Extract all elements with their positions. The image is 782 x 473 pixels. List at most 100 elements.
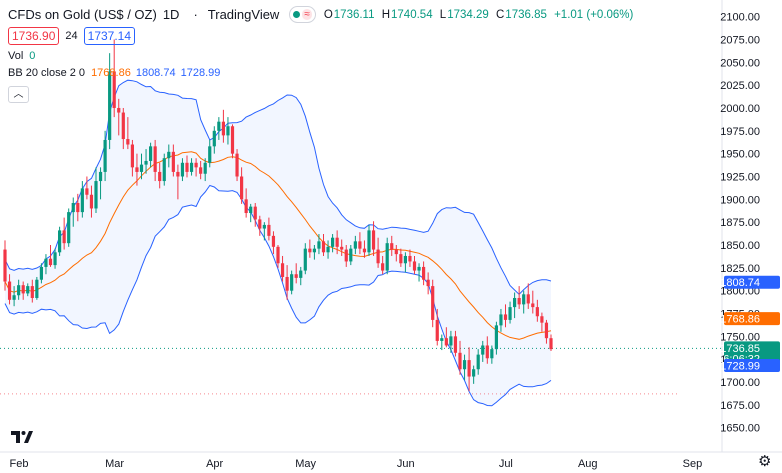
candle	[199, 160, 203, 180]
candle	[317, 234, 321, 255]
candle	[517, 286, 521, 309]
candle-body	[21, 285, 25, 294]
candle-body	[176, 171, 180, 177]
candle	[130, 139, 134, 177]
candle-body	[94, 181, 98, 209]
candle	[39, 263, 43, 284]
current-price-tag-bg	[724, 341, 780, 365]
candle-body	[89, 194, 94, 209]
price-tick-label: 1825.00	[720, 263, 760, 275]
bb-basis-tag-bg	[724, 312, 780, 326]
candle-body	[108, 71, 112, 140]
ohlc-values: O1736.11 H1740.54 L1734.29 C1736.85 +1.0…	[323, 8, 634, 21]
candle	[390, 235, 394, 256]
candle	[35, 276, 39, 300]
candle	[221, 109, 225, 143]
symbol-title[interactable]: CFDs on Gold (US$ / OZ)	[8, 7, 157, 22]
bb-lower-tag-bg	[724, 359, 780, 373]
candle	[76, 193, 80, 222]
ask-button[interactable]: 1737.14	[83, 27, 136, 45]
bb-label: BB 20 close 2 0	[8, 67, 86, 79]
candle	[312, 245, 316, 260]
candle-body	[326, 246, 330, 253]
candle	[149, 142, 153, 168]
candle	[417, 263, 421, 282]
bb-basis-tag: 1768.86	[720, 314, 760, 326]
gear-icon[interactable]: ⚙	[758, 453, 772, 470]
candle	[112, 39, 116, 118]
candle-body	[67, 212, 71, 244]
time-tick-label: Feb	[10, 458, 29, 470]
candle-body	[499, 314, 503, 326]
candle-body	[358, 241, 362, 249]
bb-basis-line	[4, 151, 552, 340]
bid-button[interactable]: 1736.90	[8, 27, 60, 45]
candle	[381, 255, 385, 275]
candle-body	[35, 279, 39, 298]
candle-body	[385, 243, 389, 271]
candle	[121, 107, 125, 150]
market-open-icon	[293, 11, 301, 18]
candle	[212, 126, 216, 154]
candle-body	[17, 285, 21, 296]
candle	[535, 299, 539, 322]
candle-body	[171, 151, 175, 172]
candle-body	[221, 121, 225, 136]
candle-body	[299, 270, 303, 278]
bb-legend[interactable]: BB 20 close 2 0 1768.86 1808.74 1728.99	[8, 67, 220, 79]
candle	[362, 240, 367, 258]
vol-label: Vol	[8, 50, 24, 62]
candle-body	[467, 360, 471, 377]
candle-body	[303, 248, 307, 271]
candle	[540, 312, 544, 332]
candle	[299, 266, 303, 286]
candle-body	[135, 167, 139, 172]
candle-body	[117, 107, 121, 113]
candle-body	[490, 349, 494, 359]
candle	[485, 336, 489, 364]
time-tick-label: Mar	[105, 458, 124, 470]
interval-label[interactable]: 1D	[162, 7, 180, 22]
candle-body	[362, 248, 367, 253]
candle-body	[12, 295, 16, 300]
candle	[280, 255, 285, 282]
candle-body	[103, 139, 107, 172]
candle-body	[189, 162, 194, 172]
candle	[340, 239, 344, 256]
candle-body	[194, 162, 198, 168]
candle-body	[258, 219, 262, 229]
candle	[85, 176, 89, 200]
candle	[258, 215, 262, 236]
tradingview-logo-icon[interactable]	[10, 429, 34, 445]
candle-body	[531, 303, 535, 308]
candle	[98, 167, 103, 200]
candle	[399, 248, 403, 267]
candle-body	[353, 241, 357, 249]
candle	[3, 240, 7, 291]
time-tick-label: Aug	[578, 458, 598, 470]
candle	[180, 158, 185, 182]
candle	[189, 158, 194, 176]
candle-body	[417, 266, 421, 271]
candle-body	[376, 249, 380, 264]
candle	[126, 117, 130, 150]
price-tick-label: 1750.00	[720, 331, 760, 343]
candle	[549, 334, 553, 351]
volume-legend[interactable]: Vol 0	[8, 50, 35, 62]
candle	[503, 304, 508, 328]
candle	[476, 349, 480, 375]
price-tick-label: 1900.00	[720, 194, 760, 206]
candle-body	[212, 130, 216, 147]
candle	[262, 222, 266, 241]
candle	[472, 365, 476, 384]
candle	[408, 249, 412, 267]
time-tick-label: Sep	[683, 458, 703, 470]
status-pill[interactable]: ≈	[289, 6, 316, 23]
source-label: TradingView	[207, 7, 280, 22]
chevron-up-icon[interactable]: ︿	[8, 86, 29, 103]
time-tick-label: Apr	[206, 458, 223, 470]
candle	[435, 308, 439, 346]
candle	[412, 255, 417, 275]
